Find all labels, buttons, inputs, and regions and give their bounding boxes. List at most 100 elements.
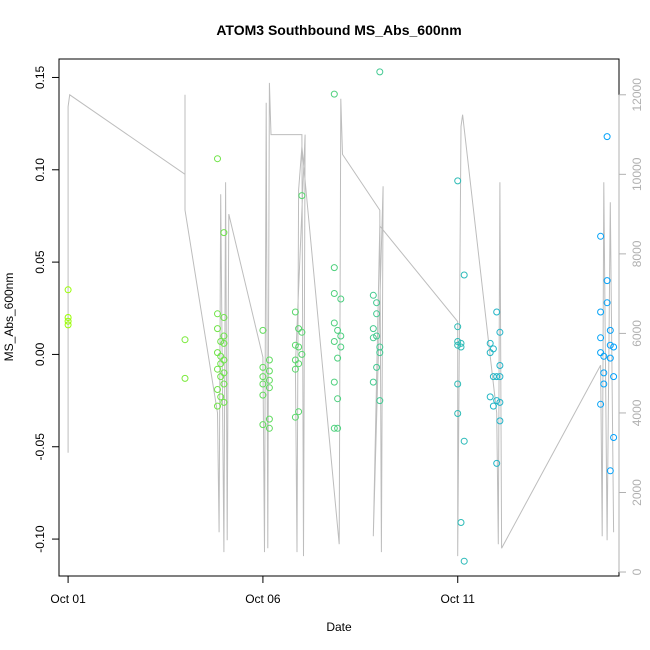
scatter-point [600, 352, 608, 360]
scatter-point [259, 373, 267, 381]
y-tick-label: -0.10 [33, 525, 47, 553]
scatter-point [214, 365, 221, 373]
scatter-point [259, 421, 267, 429]
scatter-point [295, 343, 303, 351]
scatter-point [486, 393, 494, 401]
scatter-point [496, 417, 504, 425]
scatter-point [217, 393, 225, 401]
scatter-point [330, 338, 338, 345]
scatter-point [220, 398, 228, 406]
scatter-point [337, 295, 345, 303]
scatter-point [330, 319, 338, 327]
scatter-point [298, 328, 306, 336]
scatter-point [597, 334, 605, 342]
scatter-point [217, 360, 225, 368]
scatter-point [265, 424, 273, 432]
y-tick-label: -0.05 [33, 433, 47, 461]
scatter-point [486, 349, 494, 357]
scatter-point [460, 271, 468, 279]
scatter-point [259, 326, 267, 334]
scatter-point [334, 395, 342, 403]
scatter-point [457, 519, 465, 526]
scatter-point [610, 434, 618, 441]
scatter-point [457, 339, 465, 347]
scatter-point [376, 68, 384, 76]
scatter-point [606, 326, 614, 334]
scatter-point [265, 356, 273, 364]
y-tick-label: 0.05 [33, 250, 47, 274]
right-y-axis: 0 2000 4000 6000 8000 10000 12000 [618, 78, 644, 575]
scatter-point [373, 310, 381, 318]
scatter-point [181, 336, 189, 344]
line-series-path [67, 82, 615, 557]
scatter-point [330, 264, 338, 272]
scatter-point [460, 437, 468, 445]
scatter-point [597, 308, 605, 316]
scatter-point [214, 402, 221, 410]
scatter-point [603, 277, 611, 285]
scatter-point [334, 424, 342, 432]
right-y-tick-label: 10000 [630, 157, 644, 191]
scatter-point [369, 325, 377, 333]
scatter-point [603, 133, 611, 141]
x-tick-label: Oct 06 [245, 592, 281, 606]
scatter-point [376, 397, 384, 405]
scatter-point [460, 557, 468, 565]
chart-title: ATOM3 Southbound MS_Abs_600nm [216, 22, 461, 38]
scatter-point [496, 362, 504, 369]
y-tick-label: 0.00 [33, 342, 47, 366]
scatter-point [64, 314, 72, 321]
scatter-point [337, 343, 345, 351]
x-axis-label: Date [326, 620, 352, 634]
scatter-point [337, 332, 345, 340]
scatter-point [454, 380, 462, 388]
scatter-point [454, 341, 462, 349]
scatter-point [454, 410, 462, 417]
scatter-point [334, 326, 342, 334]
y-axis: -0.10 -0.05 0.00 0.05 0.10 0.15 [33, 65, 60, 553]
right-y-tick-label: 4000 [630, 399, 644, 426]
scatter-point [493, 308, 501, 316]
scatter-point [220, 229, 228, 237]
scatter-point [606, 467, 614, 475]
scatter-point [330, 378, 338, 386]
scatter-point [217, 352, 225, 360]
x-tick-label: Oct 11 [440, 592, 475, 606]
scatter-point [597, 400, 605, 408]
scatter-point [373, 299, 381, 307]
scatter-point [259, 380, 267, 388]
scatter-point [486, 339, 494, 347]
scatter-point [369, 378, 377, 386]
scatter-series [64, 68, 618, 565]
scatter-point [610, 343, 618, 351]
scatter-point [493, 459, 501, 467]
scatter-point [373, 363, 381, 371]
scatter-point [265, 384, 273, 392]
scatter-point [496, 328, 504, 336]
scatter-point [259, 391, 267, 399]
right-y-tick-label: 2000 [630, 479, 644, 506]
scatter-point [496, 398, 504, 406]
scatter-point [291, 365, 299, 373]
right-y-tick-label: 0 [630, 568, 644, 575]
scatter-point [597, 232, 605, 240]
scatter-point [369, 291, 377, 299]
scatter-point [376, 349, 384, 357]
right-axis-line-series [67, 82, 615, 557]
scatter-point [214, 386, 221, 393]
scatter-point [454, 177, 462, 185]
scatter-point [214, 155, 221, 163]
y-axis-label: MS_Abs_600nm [2, 273, 16, 362]
scatter-point [489, 402, 497, 410]
scatter-point [600, 369, 608, 377]
right-y-tick-label: 8000 [630, 240, 644, 267]
scatter-point [64, 317, 72, 325]
scatter-point [369, 334, 377, 342]
scatter-point [457, 343, 465, 351]
scatter-point [291, 413, 299, 421]
scatter-point [220, 332, 228, 340]
scatter-point [373, 332, 381, 340]
scatter-point [295, 360, 303, 368]
scatter-point [220, 339, 228, 347]
scatter-point [334, 354, 342, 362]
